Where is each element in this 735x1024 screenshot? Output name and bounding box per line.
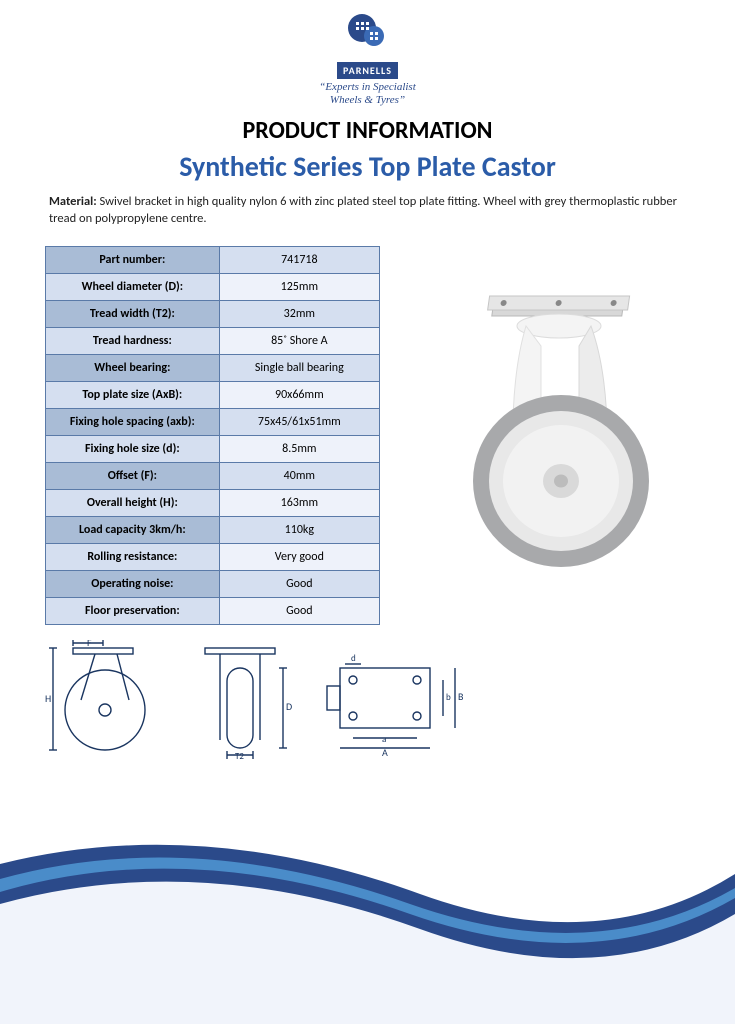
spec-value: Single ball bearing xyxy=(219,354,379,381)
diagram-label-D: D xyxy=(286,700,292,713)
product-title: Synthetic Series Top Plate Castor xyxy=(45,149,690,184)
spec-value: 40mm xyxy=(219,462,379,489)
table-row: Fixing hole spacing (axb):75x45/61x51mm xyxy=(46,408,380,435)
table-row: Tread hardness:85˚ Shore A xyxy=(46,327,380,354)
diagram-label-B: B xyxy=(458,690,464,703)
table-row: Offset (F):40mm xyxy=(46,462,380,489)
brand-tagline: “Experts in Specialist Wheels & Tyres” xyxy=(319,81,416,107)
table-row: Fixing hole size (d):8.5mm xyxy=(46,435,380,462)
spec-value: 741718 xyxy=(219,246,379,273)
table-row: Wheel bearing:Single ball bearing xyxy=(46,354,380,381)
diagram-front-view-icon: D T2 xyxy=(185,640,295,760)
table-row: Top plate size (AxB):90x66mm xyxy=(46,381,380,408)
spec-value: Good xyxy=(219,597,379,624)
diagram-label-F: F xyxy=(87,640,92,649)
material-text: Swivel bracket in high quality nylon 6 w… xyxy=(49,194,677,226)
diagram-side-view-icon: F H xyxy=(45,640,165,760)
spec-key: Part number: xyxy=(46,246,220,273)
table-row: Floor preservation:Good xyxy=(46,597,380,624)
table-row: Rolling resistance:Very good xyxy=(46,543,380,570)
table-row: Wheel diameter (D):125mm xyxy=(46,273,380,300)
table-row: Operating noise:Good xyxy=(46,570,380,597)
table-row: Tread width (T2):32mm xyxy=(46,300,380,327)
material-label: Material: xyxy=(49,194,99,209)
table-row: Load capacity 3km/h:110kg xyxy=(46,516,380,543)
diagram-label-a: a xyxy=(382,734,386,745)
tagline-line1: “Experts in Specialist xyxy=(319,81,416,93)
spec-value: 8.5mm xyxy=(219,435,379,462)
spec-key: Operating noise: xyxy=(46,570,220,597)
material-description: Material: Swivel bracket in high quality… xyxy=(45,194,690,228)
spec-key: Floor preservation: xyxy=(46,597,220,624)
table-row: Overall height (H):163mm xyxy=(46,489,380,516)
spec-value: 110kg xyxy=(219,516,379,543)
brand-logo-block: PARNELLS “Experts in Specialist Wheels &… xyxy=(45,10,690,108)
brand-name: PARNELLS xyxy=(337,62,398,79)
spec-key: Overall height (H): xyxy=(46,489,220,516)
diagram-label-b: b xyxy=(446,692,451,703)
spec-value: Very good xyxy=(219,543,379,570)
technical-diagrams: F H D T2 xyxy=(45,640,690,760)
spec-value: 90x66mm xyxy=(219,381,379,408)
spec-key: Wheel diameter (D): xyxy=(46,273,220,300)
page-heading: PRODUCT INFORMATION xyxy=(45,116,690,145)
spec-value: Good xyxy=(219,570,379,597)
spec-key: Wheel bearing: xyxy=(46,354,220,381)
spec-key: Tread hardness: xyxy=(46,327,220,354)
spec-value: 125mm xyxy=(219,273,379,300)
diagram-top-plate-icon: d a A b B xyxy=(315,650,465,760)
table-row: Part number:741718 xyxy=(46,246,380,273)
spec-value: 32mm xyxy=(219,300,379,327)
spec-value: 85˚ Shore A xyxy=(219,327,379,354)
spec-key: Rolling resistance: xyxy=(46,543,220,570)
spec-key: Tread width (T2): xyxy=(46,300,220,327)
spec-table: Part number:741718Wheel diameter (D):125… xyxy=(45,246,380,625)
diagram-label-A: A xyxy=(382,746,388,759)
spec-value: 163mm xyxy=(219,489,379,516)
diagram-label-H: H xyxy=(45,692,51,705)
diagram-label-d: d xyxy=(351,653,356,664)
spec-key: Fixing hole spacing (axb): xyxy=(46,408,220,435)
tagline-line2: Wheels & Tyres” xyxy=(330,94,405,106)
spec-value: 75x45/61x51mm xyxy=(219,408,379,435)
spec-key: Load capacity 3km/h: xyxy=(46,516,220,543)
spec-key: Top plate size (AxB): xyxy=(46,381,220,408)
product-photo xyxy=(402,246,690,626)
logo-mark-icon xyxy=(332,10,402,60)
spec-key: Offset (F): xyxy=(46,462,220,489)
decorative-swoosh-icon xyxy=(0,804,735,1024)
diagram-label-T2: T2 xyxy=(235,751,244,760)
spec-key: Fixing hole size (d): xyxy=(46,435,220,462)
